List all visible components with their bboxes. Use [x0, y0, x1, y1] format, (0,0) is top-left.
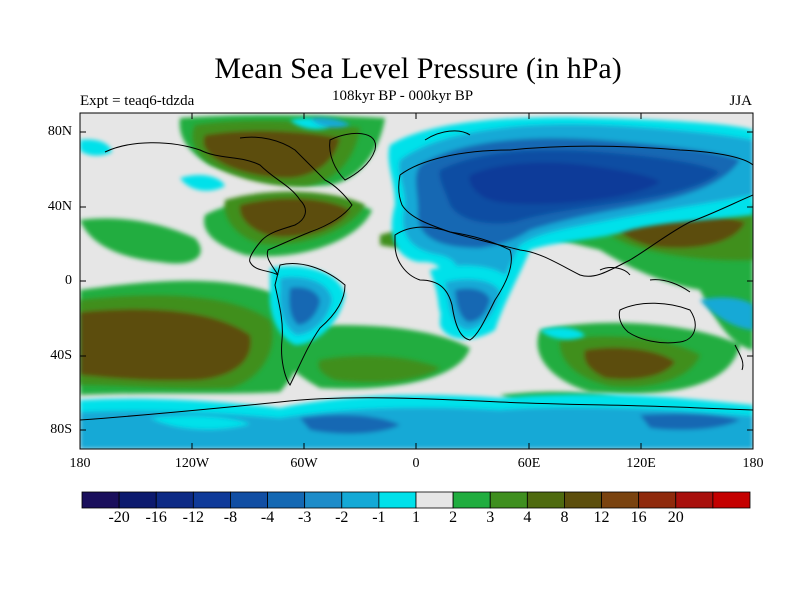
colorbar-swatch	[230, 491, 268, 509]
y-tick-label: 80S	[50, 422, 72, 437]
coastlines	[80, 130, 753, 421]
y-tick-label: 40N	[47, 199, 72, 214]
colorbar-swatch	[378, 491, 417, 509]
colorbar-swatch	[267, 491, 306, 509]
colorbar-swatch	[118, 491, 157, 509]
experiment-label: Expt = teaq6-tdzda	[80, 93, 195, 109]
colorbar-label: -2	[335, 509, 349, 526]
season-label: JJA	[729, 93, 752, 109]
y-tick-label: 40S	[50, 348, 72, 363]
axis-ticks	[80, 113, 753, 449]
x-tick-label: 180	[742, 456, 764, 471]
colorbar-swatch	[638, 491, 677, 509]
colorbar-swatch	[712, 491, 751, 509]
colorbar-swatch	[415, 491, 454, 509]
colorbar-label: 4	[523, 509, 532, 526]
colorbar-label: 16	[630, 509, 647, 526]
colorbar-swatch	[489, 491, 528, 509]
colorbar-label: 1	[412, 509, 420, 526]
x-tick-label: 60E	[517, 456, 541, 471]
colorbar-swatch	[675, 491, 714, 509]
blue-regions	[80, 117, 753, 449]
x-tick-label: 60W	[290, 456, 318, 471]
colorbar-label: 3	[486, 509, 495, 526]
colorbar	[81, 491, 751, 509]
colorbar-swatch	[81, 491, 120, 509]
colorbar-label: -1	[372, 509, 386, 526]
colorbar-swatch	[601, 491, 640, 509]
colorbar-label: 8	[560, 509, 569, 526]
colorbar-swatch	[526, 491, 565, 509]
chart-title: Mean Sea Level Pressure (in hPa)	[214, 52, 622, 85]
colorbar-swatch	[155, 491, 194, 509]
pressure-field	[80, 113, 753, 449]
y-tick-label: 80N	[47, 124, 72, 139]
colorbar-label: 20	[667, 509, 684, 526]
x-tick-label: 120E	[626, 456, 656, 471]
y-tick-label: 0	[65, 273, 72, 288]
brown-regions	[80, 120, 753, 389]
colorbar-swatch	[304, 491, 343, 509]
colorbar-label: 12	[593, 509, 610, 526]
colorbar-label: -3	[297, 509, 312, 526]
chart-subtitle: 108kyr BP - 000kyr BP	[332, 88, 474, 104]
colorbar-label: -8	[223, 509, 238, 526]
colorbar-label: -16	[145, 509, 167, 526]
colorbar-swatch	[564, 491, 602, 509]
colorbar-swatch	[452, 491, 491, 509]
x-tick-label: 180	[69, 456, 91, 471]
colorbar-label: 2	[449, 509, 458, 526]
colorbar-label: -12	[182, 509, 204, 526]
colorbar-label: -4	[260, 509, 275, 526]
x-tick-label: 120W	[174, 456, 210, 471]
x-tick-label: 0	[412, 456, 420, 471]
colorbar-swatch	[341, 491, 380, 509]
colorbar-label: -20	[108, 509, 130, 526]
colorbar-swatch	[192, 491, 231, 509]
